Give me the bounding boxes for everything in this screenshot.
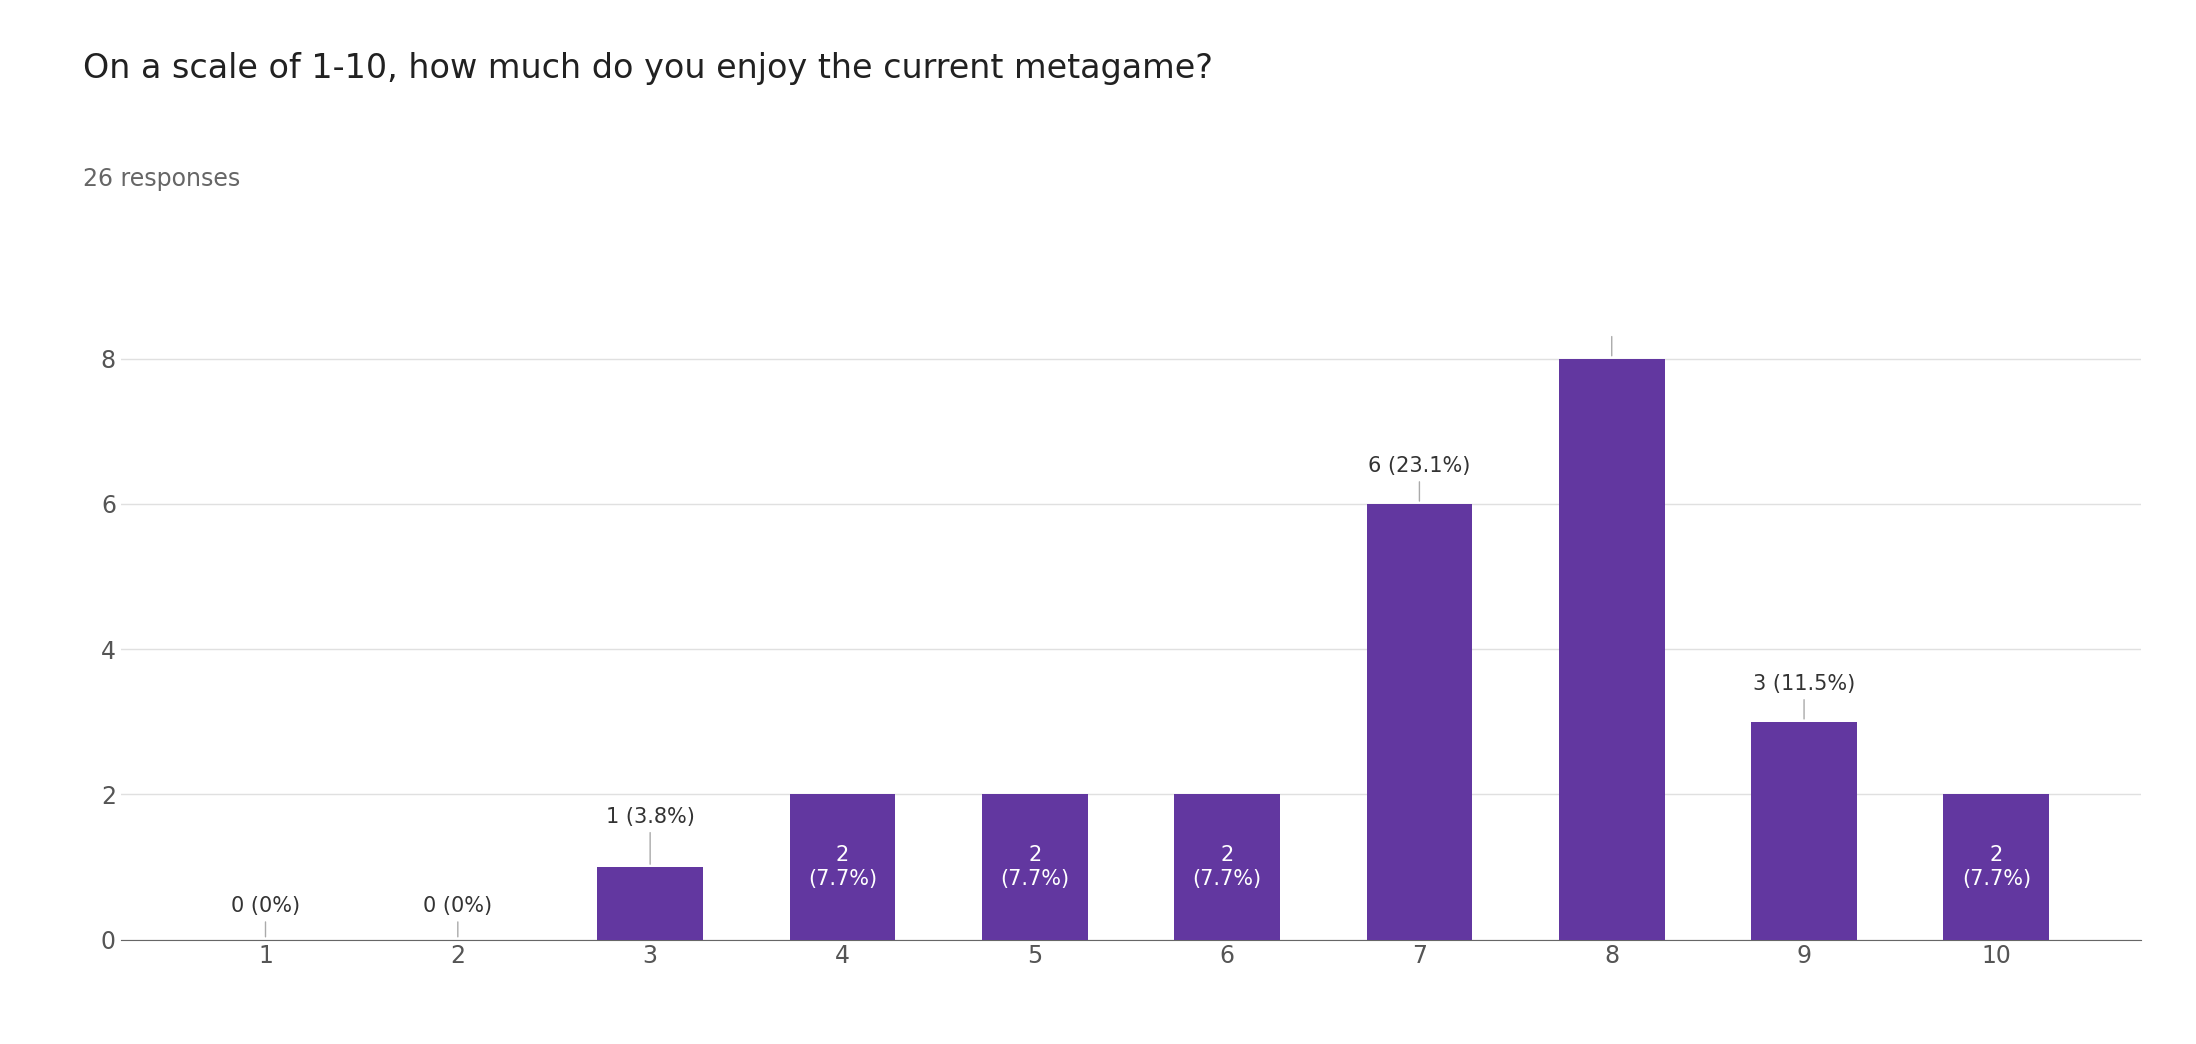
Text: 2
(7.7%): 2 (7.7%) <box>1192 846 1263 888</box>
Bar <box>1750 721 1858 940</box>
Bar <box>1366 504 1471 940</box>
Text: 0 (0%): 0 (0%) <box>231 897 301 936</box>
Bar <box>982 794 1087 940</box>
Bar <box>791 794 896 940</box>
Text: 1 (3.8%): 1 (3.8%) <box>606 807 694 864</box>
Text: 2
(7.7%): 2 (7.7%) <box>999 846 1069 888</box>
Text: 6 (23.1%): 6 (23.1%) <box>1368 456 1471 501</box>
Text: 26 responses: 26 responses <box>83 167 242 191</box>
Text: On a scale of 1-10, how much do you enjoy the current metagame?: On a scale of 1-10, how much do you enjo… <box>83 52 1214 86</box>
Text: 2
(7.7%): 2 (7.7%) <box>808 846 876 888</box>
Text: 3 (11.5%): 3 (11.5%) <box>1752 674 1856 719</box>
Text: 0 (0%): 0 (0%) <box>424 897 492 936</box>
Text: 2
(7.7%): 2 (7.7%) <box>1961 846 2031 888</box>
Bar <box>597 867 703 940</box>
Text: 8 (30.8%): 8 (30.8%) <box>1561 311 1662 356</box>
Bar <box>1943 794 2049 940</box>
Bar <box>1175 794 1280 940</box>
Bar <box>1559 358 1665 940</box>
